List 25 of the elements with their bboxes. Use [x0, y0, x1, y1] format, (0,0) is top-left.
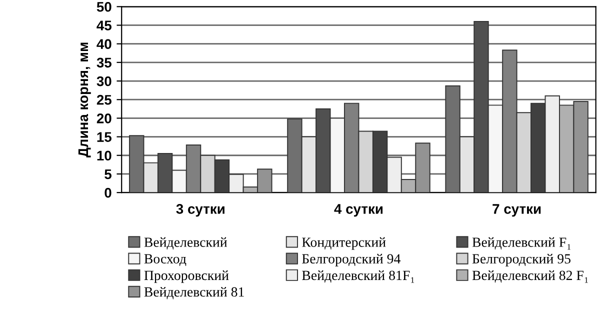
y-tick-label: 25	[96, 94, 112, 105]
y-tick-label: 20	[96, 114, 112, 124]
y-tick-label: 5	[104, 169, 112, 180]
legend-label: Белгородский 95	[472, 254, 570, 266]
y-tick-label: 45	[96, 20, 112, 30]
legend-label: Восход	[144, 254, 186, 266]
legend-label: Вейделевский	[144, 237, 228, 250]
legend-label: Вейделевский F₁	[472, 237, 570, 250]
legend-label: Вейделевский 81	[144, 287, 244, 300]
y-tick-label: 15	[97, 132, 112, 142]
x-tick-label: 3 сутки	[176, 204, 224, 217]
y-tick-label: 0	[104, 188, 112, 198]
y-tick-label: 40	[96, 39, 112, 49]
y-axis-title: Длина корня, мм	[78, 42, 91, 158]
x-tick-label: 4 сутки	[334, 204, 383, 217]
y-tick-label: 10	[97, 150, 112, 161]
y-tick-label: 35	[96, 58, 112, 68]
y-tick-label: 30	[96, 76, 112, 86]
legend-label: Белгородский 94	[302, 254, 400, 266]
legend-label: Кондитерский	[302, 237, 386, 250]
x-tick-label: 7 сутки	[492, 204, 541, 217]
legend-label: Вейделевский 82 F₁	[472, 270, 588, 283]
legend-label: Вейделевский 81F₁	[302, 270, 414, 283]
legend-label: Прохоровский	[144, 270, 229, 283]
y-tick-label: 50	[96, 2, 112, 12]
